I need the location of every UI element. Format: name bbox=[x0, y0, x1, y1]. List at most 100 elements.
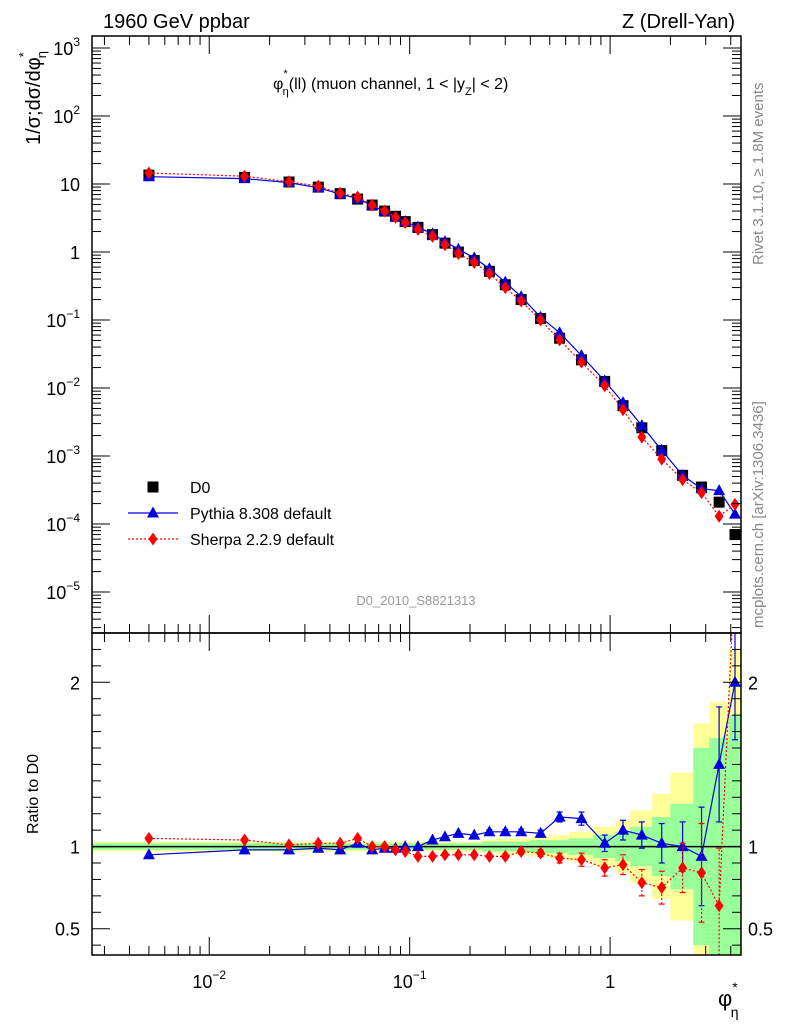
ratio-point bbox=[411, 840, 424, 852]
legend-entry: Pythia 8.308 default bbox=[128, 506, 332, 523]
plot-title-sub: η bbox=[283, 86, 289, 98]
ratio-point bbox=[413, 849, 423, 863]
ratio-point bbox=[575, 812, 588, 824]
data-point bbox=[618, 403, 628, 417]
data-point bbox=[730, 497, 740, 511]
plot-title-phi: φ bbox=[273, 76, 283, 93]
lower-y-tick-label-right: 1 bbox=[748, 838, 758, 858]
x-tick-label: 10−1 bbox=[393, 968, 427, 992]
data-point bbox=[380, 204, 390, 218]
x-axis-label-main: φ bbox=[718, 986, 732, 1011]
legend: D0 Pythia 8.308 default Sherpa 2.2.9 defau… bbox=[128, 480, 335, 549]
upper-y-tick-label: 1 bbox=[70, 243, 80, 263]
ratio-plot-frame bbox=[91, 632, 742, 956]
ratio-point bbox=[440, 848, 450, 862]
ratio-plot-panel: 0.5 0.5 1 1 2 2 Ratio to D0 bbox=[25, 632, 773, 956]
series-1 bbox=[143, 169, 741, 541]
ratio-point bbox=[676, 840, 689, 852]
data-point bbox=[144, 166, 154, 180]
legend-entry: D0 bbox=[147, 480, 211, 497]
data-point bbox=[453, 247, 463, 261]
data-point bbox=[553, 326, 566, 338]
x-tick-label: 10−2 bbox=[192, 968, 226, 992]
upper-ylabel-main: 1/σ;dσ/dφ bbox=[23, 57, 45, 145]
data-point bbox=[391, 210, 401, 224]
legend-marker bbox=[147, 481, 159, 493]
ratio-point bbox=[240, 833, 250, 847]
watermark-label: D0_2010_S8821313 bbox=[356, 593, 475, 608]
ratio-point bbox=[452, 826, 465, 838]
lower-y-tick-label-right: 0.5 bbox=[748, 920, 773, 940]
ratio-point bbox=[600, 861, 610, 875]
legend-marker bbox=[148, 532, 158, 546]
data-point bbox=[635, 419, 648, 431]
plot-title-sub2: Z bbox=[465, 86, 472, 98]
ratio-point bbox=[678, 861, 688, 875]
ratio-point bbox=[500, 849, 510, 863]
ratio-point bbox=[516, 845, 526, 858]
upper-ylabel-sup: * bbox=[16, 52, 31, 57]
legend-label: Pythia 8.308 default bbox=[190, 506, 332, 523]
upper-y-tick-label: 103 bbox=[53, 35, 80, 59]
data-point bbox=[576, 355, 586, 369]
ratio-point bbox=[697, 866, 707, 880]
ratio-point bbox=[438, 830, 451, 842]
ratio-point bbox=[515, 825, 528, 837]
data-point bbox=[367, 198, 377, 212]
upper-y-tick-label: 10−4 bbox=[46, 511, 80, 535]
ratio-point bbox=[728, 675, 741, 687]
data-point bbox=[440, 238, 450, 252]
ratio-point bbox=[353, 831, 363, 845]
ratio-point bbox=[713, 757, 726, 769]
lower-ylabel: Ratio to D0 bbox=[25, 754, 42, 834]
data-point bbox=[555, 333, 565, 347]
uncertainty-band-green bbox=[728, 715, 741, 955]
data-point bbox=[575, 349, 588, 361]
lower-y-tick-label: 1 bbox=[70, 838, 80, 858]
ratio-point bbox=[655, 836, 668, 848]
x-axis-label-sub: η bbox=[731, 1004, 739, 1020]
ratio-point bbox=[426, 833, 439, 845]
x-axis-label-sup: * bbox=[732, 979, 738, 995]
rivet-label: Rivet 3.1.10, ≥ 1.8M events bbox=[750, 83, 767, 266]
plot-title-sup: * bbox=[283, 68, 288, 80]
upper-y-tick-label: 10−2 bbox=[46, 375, 80, 399]
data-point bbox=[637, 430, 647, 444]
data-point bbox=[678, 473, 688, 487]
data-point bbox=[353, 190, 363, 204]
series-line bbox=[148, 172, 736, 518]
data-point bbox=[335, 186, 345, 200]
data-point bbox=[500, 281, 510, 295]
ratio-point bbox=[367, 840, 377, 854]
data-point bbox=[516, 294, 526, 308]
upper-y-tick-label: 102 bbox=[53, 103, 80, 127]
ratio-point bbox=[637, 876, 647, 890]
upper-y-tick-label: 10−1 bbox=[46, 307, 80, 331]
ratio-point bbox=[313, 836, 323, 850]
data-point bbox=[728, 507, 741, 519]
x-axis-label: φ* η bbox=[718, 979, 739, 1020]
ratio-point bbox=[484, 849, 494, 863]
mcplots-label: mcplots.cern.ch [arXiv:1306.3436] bbox=[750, 401, 767, 628]
data-point bbox=[657, 452, 667, 466]
series-2 bbox=[142, 170, 741, 519]
legend-label: D0 bbox=[190, 480, 211, 497]
data-point bbox=[697, 486, 707, 500]
data-point bbox=[484, 267, 494, 281]
header-right-label: Z (Drell-Yan) bbox=[622, 11, 735, 33]
ratio-point bbox=[598, 836, 611, 848]
data-point bbox=[240, 169, 250, 183]
ratio-point bbox=[576, 853, 586, 867]
upper-ylabel: 1/σ;dσ/dφ* η bbox=[16, 51, 49, 145]
upper-y-tick-label: 10−3 bbox=[46, 443, 80, 467]
series-3 bbox=[144, 166, 740, 523]
ratio-point bbox=[335, 836, 345, 850]
lower-y-tick-label-right: 2 bbox=[748, 673, 758, 693]
legend-label: Sherpa 2.2.9 default bbox=[190, 532, 335, 549]
ratio-point bbox=[695, 849, 708, 861]
ratio-point bbox=[499, 825, 512, 837]
ratio-point bbox=[469, 848, 479, 862]
data-point bbox=[284, 175, 294, 189]
upper-y-tick-label: 10 bbox=[60, 175, 80, 195]
ratio-point bbox=[144, 831, 154, 845]
